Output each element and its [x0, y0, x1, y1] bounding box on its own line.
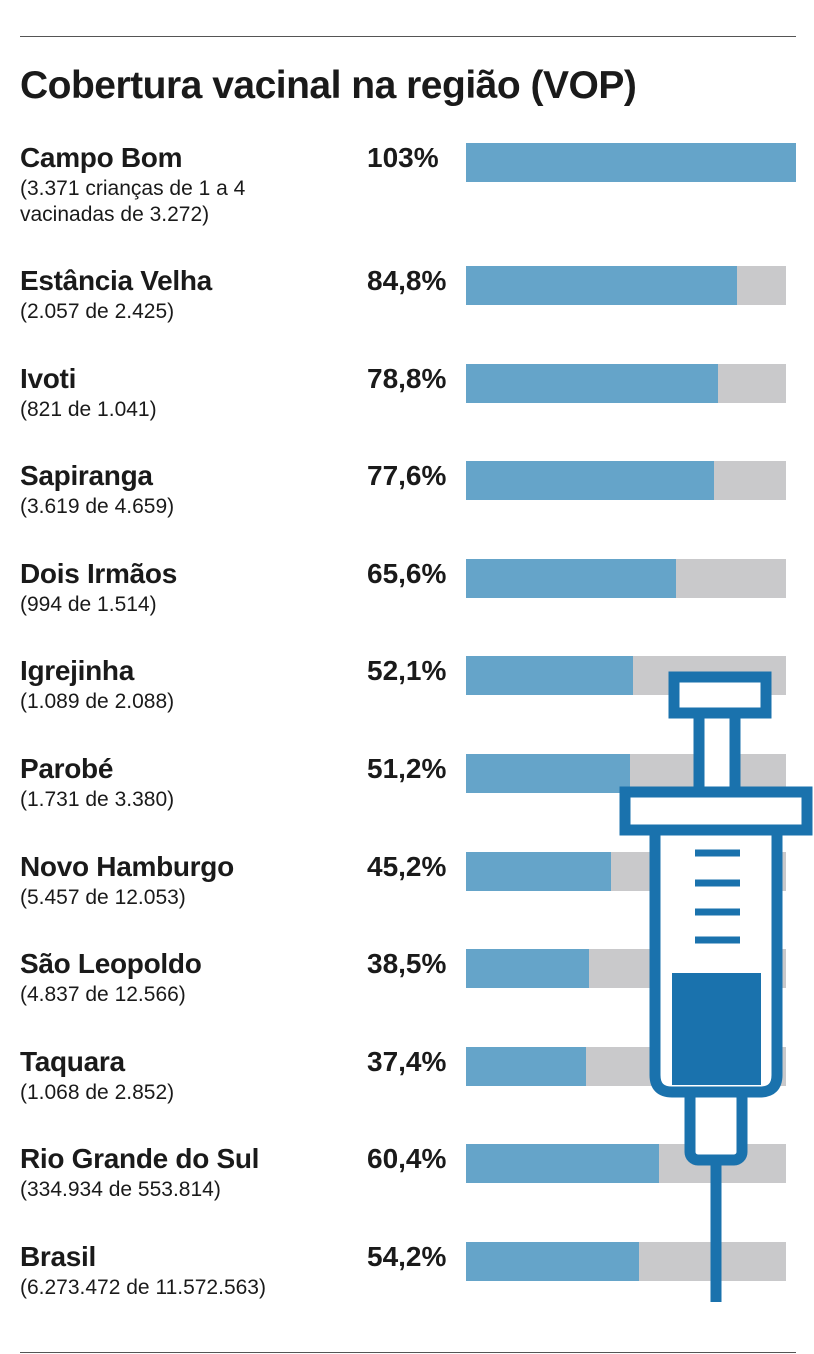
value-label: 54,2%	[367, 1241, 447, 1272]
bar	[466, 1046, 586, 1086]
value-label: 52,1%	[367, 655, 447, 687]
row-sublabel: (6.273.472 de 11.572.563)	[20, 1276, 266, 1299]
value-label: 45,2%	[367, 850, 447, 882]
row-sublabel: (1.068 de 2.852)	[20, 1080, 175, 1104]
bar	[466, 143, 796, 182]
row-label: Novo Hamburgo	[20, 850, 234, 882]
row-sublabel: (3.371 crianças de 1 a 4 vacinadas de 3.…	[20, 177, 246, 226]
value-label: 77,6%	[367, 460, 447, 492]
row-sublabel: (5.457 de 12.053)	[20, 885, 186, 909]
row-sublabel: (3.619 de 4.659)	[20, 495, 175, 519]
row-label: Sapiranga	[20, 460, 153, 492]
row-label: Estância Velha	[20, 265, 212, 296]
top-rule	[20, 36, 796, 37]
value-label: 78,8%	[367, 362, 447, 394]
row-sublabel: (994 de 1.514)	[20, 592, 157, 616]
row-label: Dois Irmãos	[20, 557, 177, 589]
value-label: 65,6%	[367, 557, 447, 589]
row-label: Rio Grande do Sul	[20, 1143, 260, 1175]
row-label: Brasil	[20, 1241, 97, 1272]
bar	[466, 363, 719, 403]
row-label: Igrejinha	[20, 655, 134, 687]
row-label: Taquara	[20, 1045, 125, 1077]
bar	[466, 656, 633, 696]
bar	[466, 1144, 660, 1184]
bar	[466, 754, 630, 793]
value-label: 51,2%	[367, 753, 447, 784]
bar	[466, 1242, 640, 1281]
value-label: 38,5%	[367, 948, 447, 980]
value-label: 84,8%	[367, 265, 447, 296]
bar	[466, 266, 738, 305]
row-label: Ivoti	[20, 362, 77, 394]
row-sublabel: (334.934 de 553.814)	[20, 1178, 221, 1202]
bar	[466, 851, 611, 891]
row-sublabel: (4.837 de 12.566)	[20, 983, 186, 1007]
bar	[466, 949, 590, 989]
row-sublabel: (821 de 1.041)	[20, 397, 157, 421]
row-label: Campo Bom	[20, 142, 183, 173]
row-label: São Leopoldo	[20, 948, 202, 980]
bottom-rule	[20, 1352, 796, 1353]
value-label: 37,4%	[367, 1045, 447, 1077]
bar	[466, 558, 676, 598]
bar	[466, 461, 715, 501]
value-label: 103%	[367, 142, 439, 173]
row-label: Parobé	[20, 753, 114, 784]
row-sublabel: (2.057 de 2.425)	[20, 300, 175, 323]
row-sublabel: (1.089 de 2.088)	[20, 690, 175, 714]
row-sublabel: (1.731 de 3.380)	[20, 788, 175, 811]
chart-title: Cobertura vacinal na região (VOP)	[20, 64, 637, 107]
value-label: 60,4%	[367, 1143, 447, 1175]
